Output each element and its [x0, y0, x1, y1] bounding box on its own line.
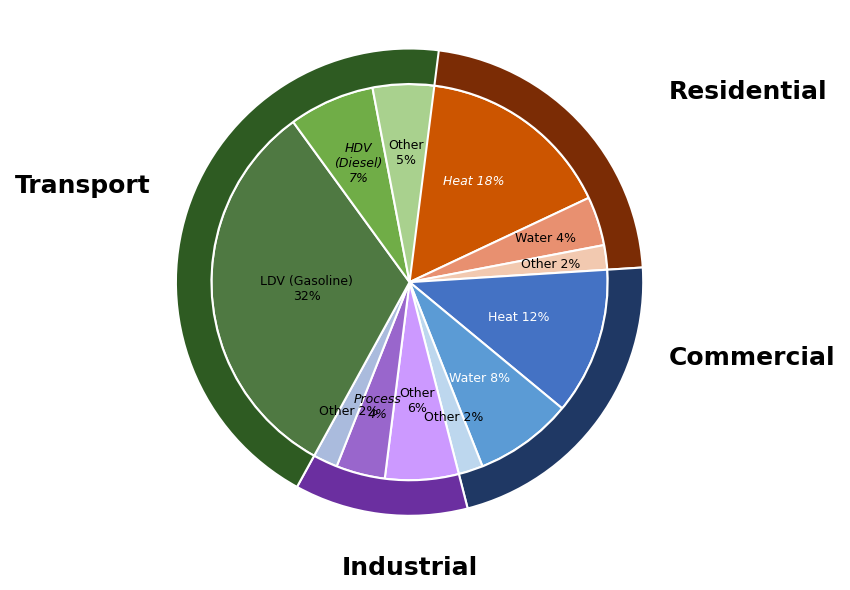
Text: Water 4%: Water 4%: [515, 232, 575, 245]
Text: Water 8%: Water 8%: [449, 372, 510, 385]
Wedge shape: [410, 270, 608, 408]
Wedge shape: [176, 48, 439, 487]
Wedge shape: [459, 267, 643, 509]
Wedge shape: [410, 48, 643, 270]
Text: Heat 12%: Heat 12%: [488, 311, 550, 324]
Text: Industrial: Industrial: [342, 556, 478, 581]
Wedge shape: [372, 84, 434, 282]
Wedge shape: [410, 282, 562, 466]
Wedge shape: [410, 282, 483, 474]
Wedge shape: [212, 122, 410, 455]
Text: Commercial: Commercial: [669, 346, 836, 371]
Wedge shape: [297, 455, 468, 516]
Text: Other
6%: Other 6%: [400, 387, 435, 415]
Text: Other
5%: Other 5%: [388, 139, 423, 168]
Wedge shape: [410, 84, 589, 282]
Text: Other 2%: Other 2%: [319, 405, 378, 418]
Text: LDV (Gasoline)
32%: LDV (Gasoline) 32%: [260, 274, 354, 303]
Text: HDV
(Diesel)
7%: HDV (Diesel) 7%: [334, 142, 382, 185]
Wedge shape: [385, 282, 459, 480]
Wedge shape: [337, 282, 410, 478]
Text: Transport: Transport: [14, 173, 150, 198]
Text: Residential: Residential: [669, 80, 827, 104]
Wedge shape: [314, 282, 410, 466]
Text: Other 2%: Other 2%: [521, 258, 581, 271]
Wedge shape: [410, 198, 604, 282]
Text: Process
4%: Process 4%: [354, 393, 401, 421]
Wedge shape: [293, 87, 410, 282]
Wedge shape: [410, 245, 607, 282]
Text: Heat 18%: Heat 18%: [443, 175, 504, 188]
Text: Other 2%: Other 2%: [424, 411, 484, 424]
